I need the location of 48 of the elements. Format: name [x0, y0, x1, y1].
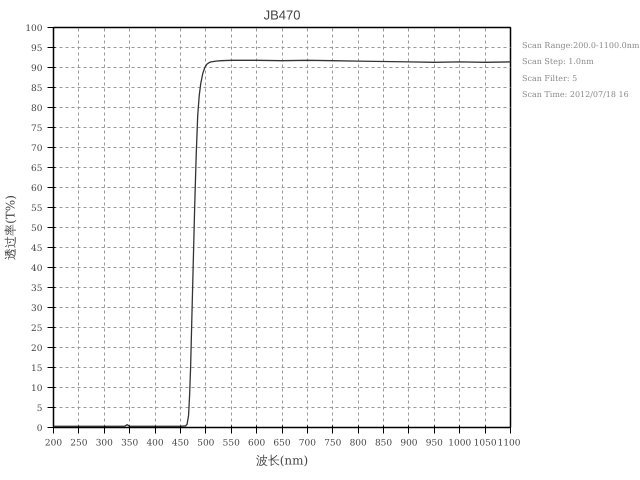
y-tick-label: 55	[31, 204, 43, 214]
x-tick-label: 800	[350, 438, 368, 448]
y-tick-label: 100	[25, 24, 43, 34]
x-tick-label: 1000	[448, 438, 472, 448]
x-tick-label: 950	[426, 438, 444, 448]
x-tick-label: 300	[96, 438, 114, 448]
x-tick-label: 900	[400, 438, 418, 448]
y-tick-label: 35	[31, 284, 43, 294]
x-tick-label: 550	[222, 438, 240, 448]
text: Scan Time: 2012/07/18 16	[522, 89, 630, 101]
y-tick-label: 90	[31, 64, 43, 74]
x-tick-label: 700	[298, 438, 316, 448]
y-tick-label: 45	[31, 244, 43, 254]
y-tick-label: 95	[31, 44, 43, 54]
y-tick-label: 50	[31, 224, 43, 234]
x-tick-label: 250	[70, 438, 88, 448]
y-tick-label: 20	[31, 344, 43, 354]
x-tick-label: 1050	[474, 438, 497, 448]
x-axis-title: 波长(nm)	[256, 454, 308, 468]
x-tick-label: 750	[324, 438, 342, 448]
x-tick-label: 850	[374, 438, 392, 448]
y-tick-label: 60	[31, 184, 43, 194]
line-series	[54, 60, 510, 427]
y-axis-title: 透过率(T%)	[3, 195, 18, 260]
y-tick-label: 0	[36, 424, 43, 434]
y-tick-label: 15	[31, 364, 43, 374]
x-tick-label: 600	[248, 438, 266, 448]
y-tick-label: 70	[31, 144, 43, 154]
y-tick-label: 40	[31, 264, 43, 274]
y-tick-label: 65	[31, 164, 43, 174]
y-tick-label: 30	[31, 304, 43, 314]
y-tick-label: 75	[31, 124, 43, 134]
y-tick-label: 25	[31, 324, 43, 334]
x-tick-label: 200	[44, 438, 62, 448]
text: Scan Range:200.0-1100.0nm	[522, 40, 640, 52]
y-tick-label: 85	[31, 84, 43, 94]
y-tick-label: 5	[36, 404, 43, 414]
x-tick-label: 650	[273, 438, 291, 448]
x-tick-label: 400	[146, 438, 164, 448]
x-tick-label: 350	[121, 438, 139, 448]
y-tick-label: 80	[31, 104, 43, 114]
x-tick-label: 1100	[498, 438, 521, 448]
y-tick-label: 10	[31, 384, 43, 394]
x-tick-label: 500	[197, 438, 215, 448]
text: Scan Step: 1.0nm	[522, 56, 595, 68]
x-tick-label: 450	[172, 438, 190, 448]
chart-title: JB470	[264, 8, 300, 22]
text: Scan Filter: 5	[522, 72, 578, 84]
